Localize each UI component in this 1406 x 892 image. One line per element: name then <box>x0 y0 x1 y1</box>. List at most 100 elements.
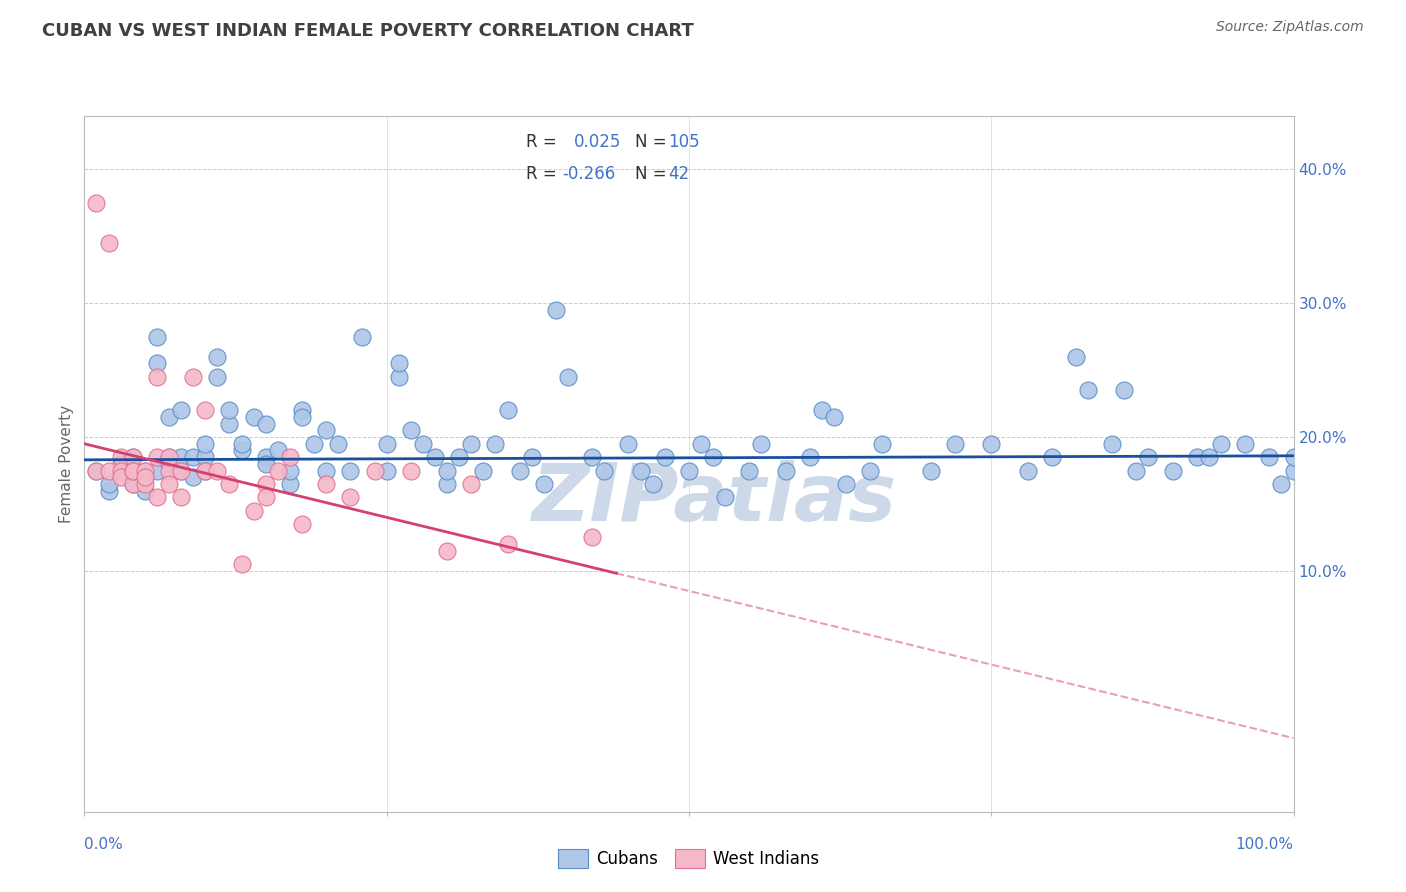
Point <box>449 450 471 465</box>
Point <box>278 450 301 465</box>
Point <box>811 403 834 417</box>
Point <box>496 403 519 417</box>
Text: N =: N = <box>634 165 672 183</box>
Point <box>134 470 156 484</box>
Point <box>231 437 253 451</box>
Point <box>121 464 143 478</box>
Point <box>436 544 458 558</box>
Point <box>1282 450 1305 465</box>
Point <box>291 410 314 425</box>
Point <box>146 491 169 505</box>
Point <box>1125 464 1147 478</box>
Point <box>291 517 314 532</box>
Point <box>581 530 603 544</box>
Point <box>207 350 229 364</box>
Point <box>533 476 555 491</box>
Point <box>146 450 169 465</box>
Point <box>1209 437 1232 451</box>
Point <box>157 476 180 491</box>
Point <box>134 483 156 498</box>
Point <box>194 403 217 417</box>
Point <box>194 437 217 451</box>
Point <box>980 437 1002 451</box>
Point <box>278 476 301 491</box>
Point <box>121 476 143 491</box>
Point <box>738 464 761 478</box>
Point <box>242 410 264 425</box>
Point <box>315 464 337 478</box>
Point <box>110 470 132 484</box>
Point <box>146 356 169 371</box>
Point <box>254 450 277 465</box>
Point <box>170 491 193 505</box>
Point <box>218 476 240 491</box>
Point <box>823 410 845 425</box>
Legend: Cubans, West Indians: Cubans, West Indians <box>550 840 828 877</box>
Point <box>97 483 120 498</box>
Point <box>134 470 156 484</box>
Point <box>630 464 652 478</box>
Point <box>267 464 290 478</box>
Point <box>207 464 229 478</box>
Point <box>375 464 398 478</box>
Point <box>86 464 108 478</box>
Point <box>375 437 398 451</box>
Point <box>110 450 132 465</box>
Point <box>436 476 458 491</box>
Point <box>436 464 458 478</box>
Point <box>1185 450 1208 465</box>
Point <box>1101 437 1123 451</box>
Point <box>267 443 290 458</box>
Point <box>254 457 277 471</box>
Point <box>134 464 156 478</box>
Point <box>1234 437 1257 451</box>
Point <box>920 464 942 478</box>
Point <box>328 437 350 451</box>
Point <box>1114 384 1136 398</box>
Point <box>121 464 143 478</box>
Point <box>859 464 882 478</box>
Point <box>399 424 422 438</box>
Point <box>231 443 253 458</box>
Point <box>146 330 169 344</box>
Point <box>460 476 482 491</box>
Point <box>194 464 217 478</box>
Point <box>412 437 434 451</box>
Point <box>617 437 640 451</box>
Point <box>157 450 180 465</box>
Point <box>121 476 143 491</box>
Point <box>157 410 180 425</box>
Point <box>1161 464 1184 478</box>
Point <box>157 457 180 471</box>
Point <box>388 356 411 371</box>
Point <box>194 464 217 478</box>
Point <box>146 370 169 384</box>
Point <box>702 450 724 465</box>
Point <box>388 370 411 384</box>
Point <box>86 196 108 211</box>
Point <box>363 464 385 478</box>
Point <box>484 437 506 451</box>
Point <box>231 557 253 572</box>
Point <box>121 450 143 465</box>
Point <box>799 450 821 465</box>
Point <box>496 537 519 551</box>
Point <box>654 450 676 465</box>
Point <box>352 330 374 344</box>
Point <box>254 417 277 431</box>
Point <box>1137 450 1160 465</box>
Point <box>170 403 193 417</box>
Point <box>678 464 700 478</box>
Point <box>121 450 143 465</box>
Y-axis label: Female Poverty: Female Poverty <box>59 405 75 523</box>
Point <box>170 464 193 478</box>
Point <box>110 457 132 471</box>
Point <box>751 437 773 451</box>
Point <box>302 437 325 451</box>
Point <box>509 464 531 478</box>
Point <box>460 437 482 451</box>
Point <box>170 450 193 465</box>
Point <box>157 464 180 478</box>
Text: Source: ZipAtlas.com: Source: ZipAtlas.com <box>1216 20 1364 34</box>
Point <box>134 464 156 478</box>
